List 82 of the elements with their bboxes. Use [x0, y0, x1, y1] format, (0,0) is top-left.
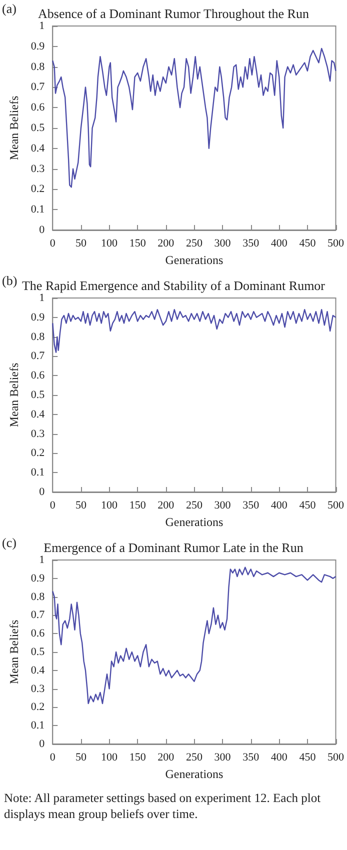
x-tick-label: 400: [270, 238, 288, 250]
y-tick-label: 0.5: [30, 122, 46, 134]
x-tick-label: 300: [214, 752, 232, 764]
y-tick-label: 0.4: [30, 142, 46, 154]
text: (b): [2, 273, 18, 288]
x-tick-label: 400: [270, 500, 288, 512]
y-tick-label: 1: [39, 292, 45, 304]
y-tick-label: 0.3: [30, 428, 46, 440]
x-axis-title: Generations: [165, 766, 224, 781]
line-series: [52, 48, 336, 188]
x-tick-label: 150: [129, 238, 146, 250]
y-tick-label: 0: [39, 486, 46, 498]
x-tick-label: 250: [186, 752, 203, 764]
x-tick-label: 150: [129, 500, 146, 512]
y-axis-title: Mean Beliefs: [7, 96, 21, 160]
text: Note: All parameter settings based on experiment 12. Each plot displays mean group beliefs over time.: [3, 790, 322, 822]
line-series: [52, 566, 336, 704]
chart-title: Absence of a Dominant Rumor Throughout the Run: [38, 6, 310, 21]
y-tick-label: 0: [39, 738, 46, 750]
x-tick-label: 100: [101, 500, 118, 512]
x-tick-label: 500: [328, 752, 344, 764]
x-tick-label: 50: [75, 752, 87, 764]
x-tick-label: 200: [158, 752, 175, 764]
x-tick-label: 350: [242, 500, 260, 512]
y-tick-label: 0.6: [30, 370, 46, 382]
x-tick-label: 250: [186, 500, 203, 512]
y-tick-label: 0.5: [30, 389, 46, 401]
x-tick-label: 200: [158, 500, 175, 512]
x-tick-label: 450: [299, 238, 316, 250]
text: (c): [2, 535, 16, 550]
y-tick-label: 0.9: [30, 311, 46, 324]
x-tick-label: 450: [299, 752, 316, 764]
x-tick-label: 0: [50, 500, 56, 512]
y-tick-label: 0.2: [30, 183, 45, 196]
y-tick-label: 0.2: [30, 447, 45, 460]
y-tick-label: 0.3: [30, 682, 46, 695]
x-tick-label: 50: [75, 238, 87, 250]
x-tick-label: 50: [75, 500, 87, 512]
x-tick-label: 150: [129, 752, 146, 764]
text: (a): [2, 1, 16, 16]
chart-title: Emergence of a Dominant Rumor Late in the Run: [44, 540, 304, 555]
x-tick-label: 0: [50, 752, 56, 764]
x-tick-label: 350: [242, 238, 260, 250]
x-axis-title: Generations: [165, 252, 224, 267]
y-tick-label: 0.1: [30, 720, 45, 732]
x-tick-label: 100: [101, 238, 118, 250]
y-tick-label: 1: [39, 20, 45, 32]
y-tick-label: 0.6: [30, 102, 46, 114]
y-tick-label: 0.1: [30, 204, 45, 216]
chart-title: The Rapid Emergence and Stability of a Dominant Rumor: [22, 278, 326, 293]
y-tick-label: 0.8: [30, 590, 46, 603]
line-series: [52, 309, 336, 353]
y-tick-label: 0.7: [30, 350, 46, 362]
y-tick-label: 0.1: [30, 466, 45, 479]
x-tick-label: 400: [270, 752, 288, 764]
x-tick-label: 350: [242, 752, 260, 764]
y-tick-label: 1: [39, 554, 45, 566]
y-tick-label: 0.2: [30, 701, 45, 714]
y-tick-label: 0.7: [30, 81, 46, 94]
y-tick-label: 0: [39, 224, 46, 236]
y-tick-label: 0.9: [30, 572, 46, 584]
y-tick-label: 0.3: [30, 162, 46, 175]
x-tick-label: 300: [214, 500, 232, 512]
x-tick-label: 0: [50, 238, 56, 250]
y-axis-title: Mean Beliefs: [7, 362, 21, 428]
x-tick-label: 500: [328, 238, 344, 250]
x-tick-label: 200: [158, 238, 175, 250]
x-tick-label: 100: [101, 752, 118, 764]
x-tick-label: 250: [186, 238, 203, 250]
y-tick-label: 0.4: [30, 408, 46, 420]
x-tick-label: 450: [299, 500, 316, 512]
y-axis-title: Mean Beliefs: [7, 620, 21, 684]
y-tick-label: 0.6: [30, 628, 46, 640]
x-tick-label: 500: [328, 500, 344, 512]
y-tick-label: 0.8: [30, 60, 46, 73]
x-axis-title: Generations: [165, 514, 224, 529]
y-tick-label: 0.4: [30, 664, 46, 676]
y-tick-label: 0.7: [30, 609, 46, 622]
y-tick-label: 0.8: [30, 330, 46, 343]
y-tick-label: 0.9: [30, 40, 46, 52]
y-tick-label: 0.5: [30, 646, 46, 658]
x-tick-label: 300: [214, 238, 232, 250]
